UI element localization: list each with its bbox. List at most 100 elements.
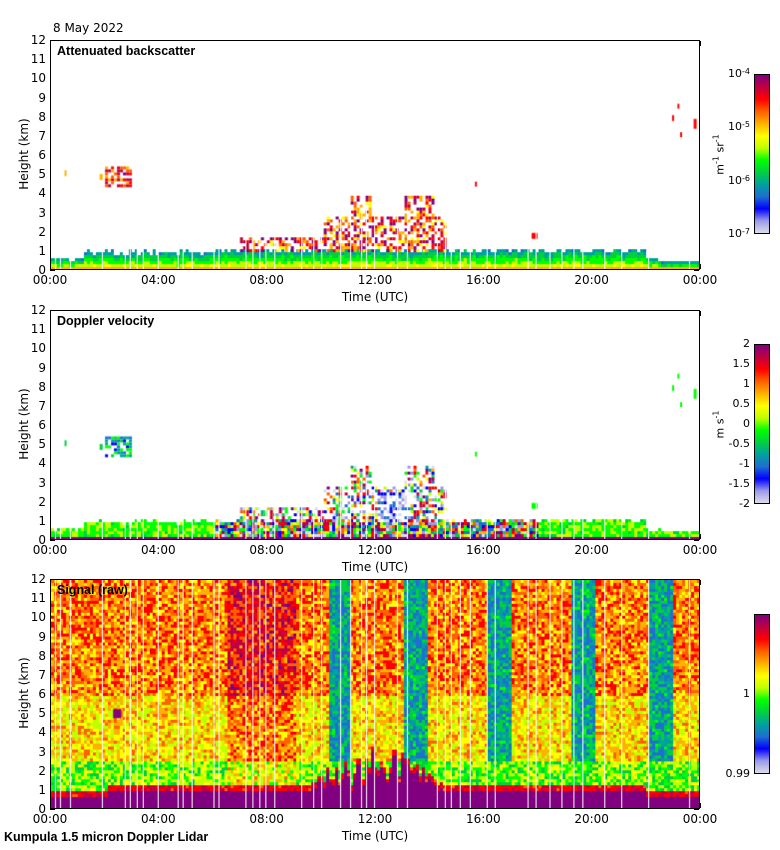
y-axis-label: Height (km)	[17, 118, 31, 190]
colorbar-tick-label: 1	[743, 377, 750, 390]
y-tick-label: 7	[38, 398, 46, 413]
y-tick-label: 0	[38, 802, 46, 816]
unit-exponent: -1	[711, 134, 721, 143]
plot-area-2: Signal (raw)	[50, 579, 700, 809]
y-tick-right	[694, 809, 699, 810]
y-tick-label: 5	[38, 706, 46, 721]
y-axis-label: Height (km)	[17, 388, 31, 460]
heatmap-image	[51, 580, 699, 808]
y-tick-label: 5	[38, 167, 46, 182]
colorbar	[754, 74, 770, 234]
x-tick-label: 00:00	[32, 812, 68, 826]
y-tick-right	[694, 540, 699, 541]
x-tick-label: 00:00	[32, 543, 68, 557]
y-tick-label: 9	[38, 629, 46, 644]
x-tick-label: 16:00	[466, 273, 501, 287]
colorbar-tick-label: 1	[743, 687, 750, 700]
unit-base: m	[713, 427, 727, 439]
colorbar-tick-label: 1.5	[732, 357, 751, 370]
y-tick-label: 10	[30, 610, 46, 625]
heatmap-image	[51, 311, 699, 539]
unit-base: s	[713, 418, 727, 425]
y-tick-right	[694, 270, 699, 271]
y-tick-label: 3	[38, 475, 46, 490]
y-tick-label: 8	[38, 648, 46, 663]
colorbar-tick-label: -1.5	[728, 477, 750, 490]
colorbar-tick-label: -1	[739, 457, 750, 470]
x-tick-label: 08:00	[249, 543, 284, 557]
y-tick-label: 4	[38, 456, 46, 471]
colorbar-unit-label: m-1 sr-1	[711, 125, 727, 185]
y-tick-label: 11	[30, 591, 46, 606]
panel-title: Attenuated backscatter	[57, 44, 196, 58]
y-tick-label: 11	[30, 322, 46, 337]
tick-exponent: -7	[742, 227, 750, 236]
y-tick	[50, 809, 55, 810]
y-tick-label: 1	[38, 513, 46, 528]
x-tick-label: 00:00	[682, 543, 718, 557]
unit-exponent: -1	[711, 410, 721, 419]
x-axis-label: Time (UTC)	[341, 560, 409, 574]
y-tick-label: 0	[38, 263, 46, 277]
x-tick-top	[700, 311, 701, 316]
colorbar-tick-label: 10-7	[710, 227, 750, 240]
x-tick-label: 00:00	[32, 273, 68, 287]
colorbar-tick-label: 0.5	[732, 397, 751, 410]
y-tick-label: 12	[30, 572, 46, 586]
x-axis-label: Time (UTC)	[341, 829, 409, 843]
y-tick-label: 1	[38, 243, 46, 258]
y-tick-label: 10	[30, 341, 46, 356]
y-tick-label: 11	[30, 52, 46, 67]
y-tick-label: 7	[38, 667, 46, 682]
x-tick-label: 00:00	[682, 812, 718, 826]
y-tick-label: 3	[38, 744, 46, 759]
colorbar-tick-label: 2	[743, 337, 750, 350]
y-tick-label: 10	[30, 71, 46, 86]
x-tick-label: 20:00	[574, 273, 609, 287]
y-tick-label: 9	[38, 90, 46, 105]
y-tick-label: 4	[38, 186, 46, 201]
date-label: 8 May 2022	[53, 21, 124, 35]
colorbar-tick-label: 10-6	[710, 173, 750, 187]
colorbar-tick-label: 0.99	[725, 767, 751, 780]
y-tick	[50, 540, 55, 541]
y-tick-label: 1	[38, 782, 46, 797]
plot-area-0: Attenuated backscatter	[50, 40, 700, 270]
tick-base: 10	[728, 67, 743, 80]
unit-base: sr	[713, 142, 727, 153]
colorbar-tick-label: -0.5	[728, 437, 750, 450]
x-tick-label: 00:00	[682, 273, 718, 287]
colorbar-tick-label: 10-4	[710, 67, 750, 80]
tick-base: 10	[728, 120, 743, 134]
tick-base: 10	[728, 173, 743, 187]
panel-title: Doppler velocity	[57, 314, 155, 328]
x-tick-label: 20:00	[574, 812, 609, 826]
instrument-label: Kumpula 1.5 micron Doppler Lidar	[4, 830, 209, 844]
y-tick-label: 12	[30, 33, 46, 47]
x-tick-label: 12:00	[357, 812, 393, 826]
heatmap-image	[51, 41, 699, 269]
x-tick	[700, 803, 701, 808]
colorbar	[754, 614, 770, 774]
y-tick-label: 6	[38, 418, 46, 432]
colorbar-tick-label: 0	[743, 417, 750, 430]
panel-title: Signal (raw)	[57, 583, 128, 597]
x-tick	[700, 534, 701, 539]
x-tick-label: 08:00	[249, 273, 284, 287]
y-tick-label: 9	[38, 360, 46, 375]
x-tick-label: 20:00	[574, 543, 609, 557]
x-tick-label: 16:00	[466, 812, 501, 826]
x-tick-label: 04:00	[141, 543, 176, 557]
x-tick	[700, 264, 701, 269]
y-tick-label: 2	[38, 763, 46, 778]
y-tick-label: 3	[38, 205, 46, 220]
colorbar-unit-label: m s-1	[711, 395, 727, 455]
y-tick-label: 2	[38, 224, 46, 239]
x-tick-label: 12:00	[357, 543, 393, 557]
x-tick-top	[700, 41, 701, 46]
colorbar-tick-label: -2	[739, 497, 750, 510]
y-tick-label: 8	[38, 379, 46, 394]
tick-exponent: -5	[742, 120, 750, 130]
x-tick-label: 08:00	[249, 812, 284, 826]
x-tick-label: 12:00	[357, 273, 393, 287]
